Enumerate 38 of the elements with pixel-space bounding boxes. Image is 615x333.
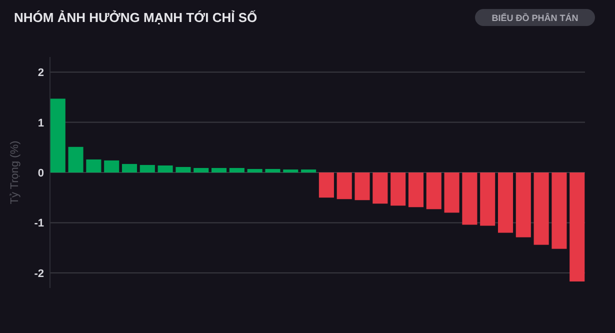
bar — [247, 168, 262, 172]
bar — [498, 172, 514, 233]
y-tick-label: 0 — [38, 168, 44, 180]
y-tick-label: 2 — [38, 67, 44, 80]
bar — [462, 172, 478, 225]
bar — [176, 166, 191, 172]
bar — [390, 172, 406, 206]
bar — [372, 172, 388, 204]
bar — [158, 165, 173, 172]
bar — [480, 172, 496, 226]
bar — [283, 169, 298, 172]
bar — [212, 168, 227, 172]
bar — [68, 146, 84, 172]
bar — [194, 168, 209, 172]
bar — [318, 172, 334, 198]
bar — [140, 164, 155, 172]
bar — [516, 172, 531, 238]
bar — [426, 172, 442, 210]
y-tick-label: -1 — [34, 218, 44, 230]
bar — [104, 160, 120, 172]
bar — [122, 164, 138, 172]
bar — [570, 172, 585, 282]
bar — [229, 168, 244, 172]
y-tick-label: -2 — [34, 268, 44, 280]
bar — [50, 98, 66, 172]
bar — [86, 159, 102, 172]
y-tick-label: 1 — [38, 117, 44, 130]
bar — [552, 172, 567, 249]
bar — [301, 169, 316, 172]
bar — [408, 172, 424, 208]
bar — [265, 168, 280, 172]
text: BIỂU ĐỒ PHÂN TÁN — [492, 12, 578, 23]
bar — [354, 172, 370, 200]
bar — [336, 172, 352, 200]
bar — [534, 172, 549, 245]
bar — [444, 172, 460, 213]
y-axis-title: Tỷ Trọng (%) — [9, 140, 21, 204]
chart-title: NHÓM ẢNH HƯỞNG MẠNH TỚI CHỈ SỐ — [14, 10, 258, 25]
